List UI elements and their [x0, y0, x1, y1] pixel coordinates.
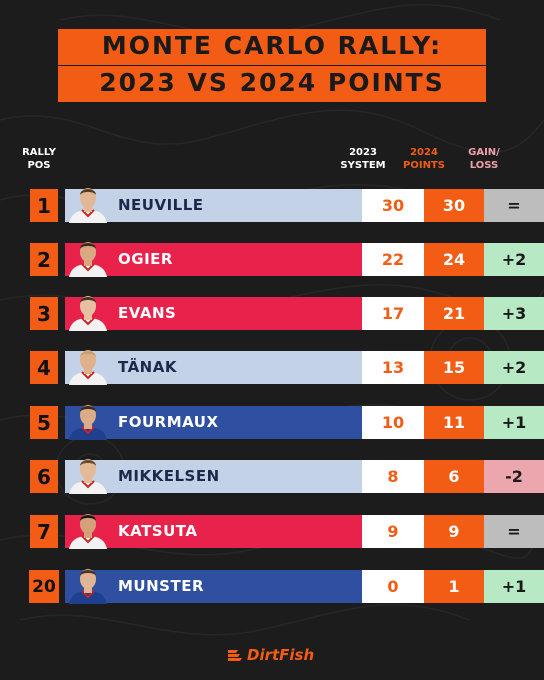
table-row: 4 TÄNAK 13 15 +2 [30, 350, 544, 385]
driver-photo [65, 185, 111, 223]
driver-name: MIKKELSEN [118, 467, 220, 485]
gain-loss: -2 [484, 460, 544, 493]
rally-position: 2 [30, 243, 58, 276]
points-2023-system: 30 [362, 189, 424, 222]
gain-loss: = [484, 515, 544, 548]
title-line-2: 2023 VS 2024 POINTS [58, 66, 486, 102]
driver-name: MUNSTER [118, 577, 204, 595]
table-row: 3 EVANS 17 21 +3 [30, 296, 544, 331]
gain-loss: +1 [484, 570, 544, 603]
points-2024: 24 [424, 243, 484, 276]
driver-photo [65, 239, 111, 277]
driver-name-bar [65, 189, 362, 222]
driver-name: KATSUTA [118, 522, 198, 540]
driver-name: TÄNAK [118, 358, 177, 376]
table-row: 5 FOURMAUX 10 11 +1 [30, 405, 544, 440]
table-row: 2 OGIER 22 24 +2 [30, 242, 544, 277]
driver-name: FOURMAUX [118, 413, 219, 431]
points-2023-system: 22 [362, 243, 424, 276]
points-2023-system: 8 [362, 460, 424, 493]
points-2023-system: 13 [362, 351, 424, 384]
title-line-1: MONTE CARLO RALLY: [58, 29, 486, 65]
driver-photo [65, 456, 111, 494]
rally-position: 6 [30, 460, 58, 493]
rally-position: 20 [29, 570, 59, 603]
rally-position: 4 [30, 351, 58, 384]
driver-photo [65, 566, 111, 604]
table-row: 6 MIKKELSEN 8 6 -2 [30, 459, 544, 494]
driver-name-bar [65, 243, 362, 276]
driver-photo [65, 402, 111, 440]
header-gain-loss: GAIN/ LOSS [468, 147, 500, 171]
gain-loss: +2 [484, 243, 544, 276]
dirtfish-logo-text: DirtFish [247, 646, 315, 664]
driver-name-bar [65, 406, 362, 439]
driver-name-bar [65, 570, 362, 603]
points-2024: 1 [424, 570, 484, 603]
gain-loss: +1 [484, 406, 544, 439]
header-rally-pos: RALLY POS [18, 146, 60, 172]
points-2023-system: 0 [362, 570, 424, 603]
driver-name-bar [65, 297, 362, 330]
points-2023-system: 9 [362, 515, 424, 548]
driver-name-bar [65, 351, 362, 384]
driver-photo [65, 511, 111, 549]
rally-position: 3 [30, 297, 58, 330]
driver-name-bar [65, 515, 362, 548]
rally-position: 5 [30, 406, 58, 439]
driver-name: EVANS [118, 304, 177, 322]
driver-name: OGIER [118, 250, 173, 268]
points-2024: 9 [424, 515, 484, 548]
points-2023-system: 10 [362, 406, 424, 439]
points-2023-system: 17 [362, 297, 424, 330]
points-2024: 21 [424, 297, 484, 330]
header-2024-points: 2024 POINTS [403, 147, 445, 171]
driver-name: NEUVILLE [118, 196, 204, 214]
table-row: 7 KATSUTA 9 9 = [30, 514, 544, 549]
table-row: 1 NEUVILLE 30 30 = [30, 188, 544, 223]
table-row: 20 MUNSTER 0 1 +1 [29, 569, 544, 604]
header-2023-system: 2023 SYSTEM [340, 147, 386, 171]
points-2024: 15 [424, 351, 484, 384]
driver-photo [65, 293, 111, 331]
driver-photo [65, 347, 111, 385]
rally-position: 7 [30, 515, 58, 548]
gain-loss: +2 [484, 351, 544, 384]
dirtfish-logo-icon [228, 650, 242, 661]
gain-loss: +3 [484, 297, 544, 330]
points-2024: 6 [424, 460, 484, 493]
rally-position: 1 [30, 189, 58, 222]
dirtfish-logo: DirtFish [228, 645, 320, 665]
gain-loss: = [484, 189, 544, 222]
driver-name-bar [65, 460, 362, 493]
header-rally-pos-label: RALLY POS [22, 147, 56, 171]
points-2024: 11 [424, 406, 484, 439]
points-2024: 30 [424, 189, 484, 222]
